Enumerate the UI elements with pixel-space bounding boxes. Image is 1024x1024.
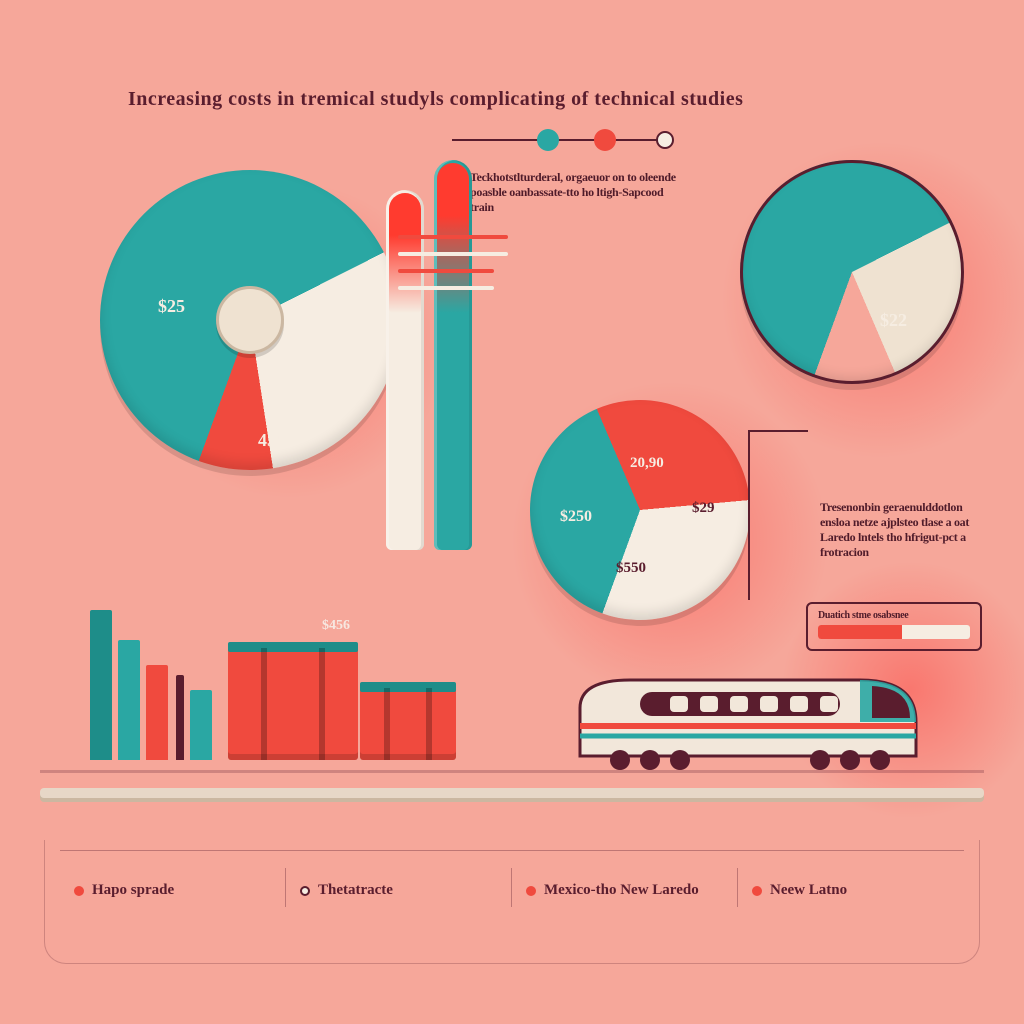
train-icon <box>560 668 920 776</box>
progress-bar <box>818 625 970 639</box>
route-item: Thetatracte <box>286 868 512 907</box>
pie-chart <box>740 160 964 384</box>
caption-2: Tresenonbin geraenulddotlon ensloa netze… <box>820 500 990 560</box>
pie-value: 20,90 <box>630 455 664 472</box>
caption-1: Teckhotstlturderal, orgaeuor on to oleen… <box>470 170 680 215</box>
cargo-crate <box>360 688 456 760</box>
legend-dot-0 <box>537 129 559 151</box>
infographic-canvas: Increasing costs in tremical studyls com… <box>0 0 1024 1024</box>
pie-value: $250 <box>560 508 592 526</box>
route-item: Hapo sprade <box>60 868 286 907</box>
route-item: Neew Latno <box>738 868 964 907</box>
cost-label: $456 <box>322 618 350 634</box>
pie-value: $25 <box>158 296 185 317</box>
route-item: Mexico-tho New Laredo <box>512 868 738 907</box>
route-legend: Hapo spradeThetatracteMexico-tho New Lar… <box>60 868 964 907</box>
cargo-crate <box>228 648 358 760</box>
stat-label: Duatich stme osabsnee <box>818 610 970 621</box>
legend-dot-1 <box>594 129 616 151</box>
pie-value: $29 <box>692 500 715 517</box>
legend-dot-2 <box>656 131 674 149</box>
pie-value: $22 <box>880 310 907 331</box>
main-title: Increasing costs in tremical studyls com… <box>128 88 828 111</box>
pie-value: $550 <box>616 560 646 577</box>
stat-box: Duatich stme osabsnee <box>806 602 982 651</box>
pie-value: 455 <box>258 430 285 451</box>
